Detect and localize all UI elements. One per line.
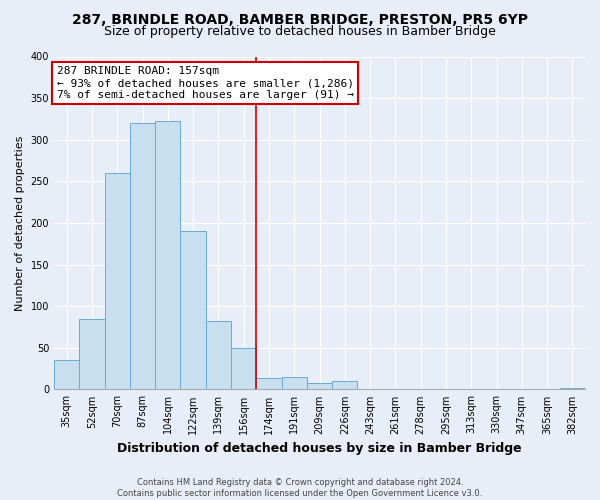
Bar bbox=[181, 232, 206, 390]
Bar bbox=[332, 381, 358, 390]
Bar bbox=[256, 378, 281, 390]
Bar bbox=[104, 173, 130, 390]
Text: Size of property relative to detached houses in Bamber Bridge: Size of property relative to detached ho… bbox=[104, 25, 496, 38]
Bar bbox=[231, 348, 256, 390]
Bar bbox=[358, 388, 383, 390]
Bar bbox=[54, 360, 79, 390]
Text: 287, BRINDLE ROAD, BAMBER BRIDGE, PRESTON, PR5 6YP: 287, BRINDLE ROAD, BAMBER BRIDGE, PRESTO… bbox=[72, 12, 528, 26]
Bar bbox=[79, 318, 104, 390]
Bar bbox=[130, 123, 155, 390]
Text: Contains HM Land Registry data © Crown copyright and database right 2024.
Contai: Contains HM Land Registry data © Crown c… bbox=[118, 478, 482, 498]
Bar bbox=[206, 321, 231, 390]
X-axis label: Distribution of detached houses by size in Bamber Bridge: Distribution of detached houses by size … bbox=[117, 442, 522, 455]
Bar bbox=[560, 388, 585, 390]
Y-axis label: Number of detached properties: Number of detached properties bbox=[15, 136, 25, 310]
Bar bbox=[155, 122, 181, 390]
Bar bbox=[281, 377, 307, 390]
Bar bbox=[307, 383, 332, 390]
Text: 287 BRINDLE ROAD: 157sqm
← 93% of detached houses are smaller (1,286)
7% of semi: 287 BRINDLE ROAD: 157sqm ← 93% of detach… bbox=[56, 66, 353, 100]
